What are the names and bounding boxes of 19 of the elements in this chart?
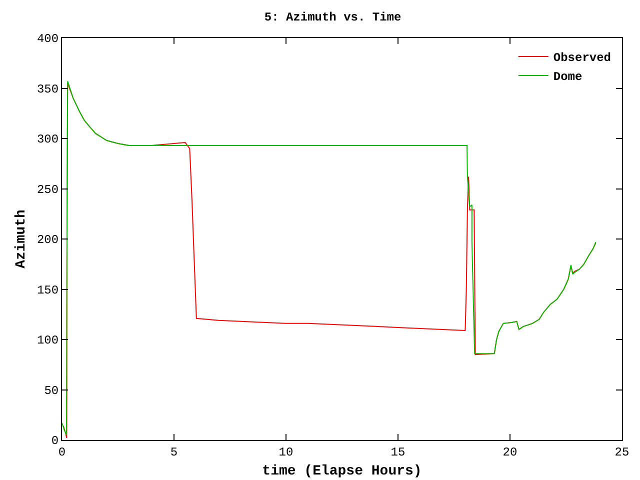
x-tick-label: 15 xyxy=(390,445,406,460)
y-tick-label: 100 xyxy=(36,334,59,348)
y-axis-title: Azimuth xyxy=(14,210,30,268)
y-tick-label: 250 xyxy=(36,182,59,197)
legend-label: Dome xyxy=(553,70,582,84)
y-tick-label: 400 xyxy=(36,32,59,46)
legend-label: Observed xyxy=(553,51,612,66)
x-tick-label: 5 xyxy=(170,445,178,460)
y-tick-label: 150 xyxy=(36,283,59,298)
y-tick-label: 0 xyxy=(51,434,59,448)
x-tick-label: 10 xyxy=(278,445,294,460)
y-tick-label: 50 xyxy=(44,384,59,398)
y-tick-label: 200 xyxy=(36,233,59,248)
y-tick-label: 350 xyxy=(36,82,59,96)
x-axis-title: time (Elapse Hours) xyxy=(262,464,422,480)
y-tick-label: 300 xyxy=(36,132,59,147)
x-tick-label: 20 xyxy=(502,445,518,460)
x-tick-label: 25 xyxy=(614,445,630,460)
chart-title: 5: Azimuth vs. Time xyxy=(264,10,402,24)
